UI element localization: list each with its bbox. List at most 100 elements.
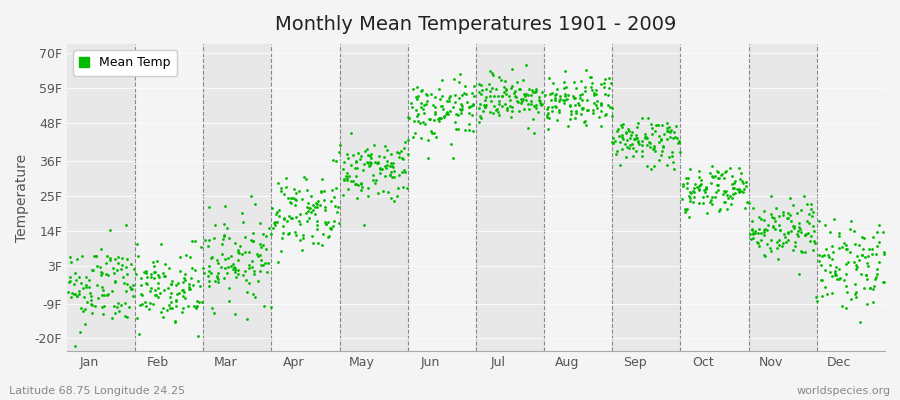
Point <box>114 302 129 308</box>
Point <box>171 280 185 286</box>
Point <box>383 194 398 201</box>
Point <box>500 91 514 97</box>
Point <box>587 92 601 98</box>
Point <box>142 306 157 312</box>
Point <box>526 129 541 136</box>
Point <box>168 319 183 325</box>
Point <box>518 92 532 99</box>
Point <box>441 98 455 104</box>
Point <box>242 249 256 255</box>
Point <box>640 142 654 148</box>
Point <box>295 234 310 241</box>
Point <box>264 231 278 237</box>
Point <box>709 182 724 188</box>
Point <box>137 269 151 275</box>
Point <box>587 90 601 96</box>
Point <box>855 251 869 258</box>
Bar <box>749 44 817 351</box>
Point <box>678 209 692 216</box>
Point <box>753 237 768 244</box>
Point <box>300 186 314 193</box>
Point <box>173 267 187 274</box>
Point <box>260 269 274 276</box>
Point <box>697 200 711 207</box>
Point <box>436 112 451 119</box>
Point <box>676 183 690 189</box>
Point <box>725 185 740 192</box>
Point <box>829 263 843 270</box>
Point <box>660 128 674 134</box>
Point <box>680 184 694 191</box>
Point <box>120 281 134 287</box>
Point <box>743 230 758 237</box>
Point <box>158 273 173 280</box>
Point <box>120 256 134 262</box>
Bar <box>612 44 680 351</box>
Bar <box>544 44 612 351</box>
Point <box>421 155 436 161</box>
Point <box>718 168 733 175</box>
Point <box>289 196 303 203</box>
Point <box>520 92 535 98</box>
Point <box>158 287 172 294</box>
Point <box>790 209 805 216</box>
Point <box>584 86 598 93</box>
Point <box>710 182 724 188</box>
Point <box>377 172 392 179</box>
Point <box>187 237 202 244</box>
Point <box>86 267 100 273</box>
Point <box>766 223 780 230</box>
Point <box>266 224 280 231</box>
Point <box>214 263 229 270</box>
Point <box>302 204 317 211</box>
Point <box>847 228 861 234</box>
Point <box>869 271 884 277</box>
Point <box>292 211 307 218</box>
Point <box>272 206 286 213</box>
Point <box>726 185 741 191</box>
Point <box>245 264 259 270</box>
Point <box>580 107 594 113</box>
Point <box>356 184 370 190</box>
Point <box>274 188 289 194</box>
Point <box>156 314 170 320</box>
Point <box>165 278 179 284</box>
Point <box>434 114 448 121</box>
Point <box>448 91 463 98</box>
Point <box>584 74 598 80</box>
Point <box>391 185 405 192</box>
Point <box>437 113 452 120</box>
Point <box>499 86 513 93</box>
Point <box>86 252 101 259</box>
Point <box>168 318 183 324</box>
Point <box>646 146 661 152</box>
Point <box>347 164 362 171</box>
Point <box>366 172 381 178</box>
Point <box>778 234 793 240</box>
Point <box>90 295 104 301</box>
Point <box>703 170 717 176</box>
Point <box>254 261 268 268</box>
Point <box>497 84 511 90</box>
Point <box>503 102 517 109</box>
Point <box>231 267 246 273</box>
Point <box>705 163 719 169</box>
Point <box>333 142 347 148</box>
Point <box>605 139 619 146</box>
Point <box>365 177 380 183</box>
Point <box>118 300 132 306</box>
Point <box>251 252 266 259</box>
Point <box>268 211 283 218</box>
Point <box>276 190 291 197</box>
Point <box>346 178 360 185</box>
Point <box>417 110 431 117</box>
Point <box>410 96 424 102</box>
Point <box>440 98 454 104</box>
Point <box>486 72 500 78</box>
Point <box>460 98 474 105</box>
Point <box>313 188 328 194</box>
Point <box>740 199 754 205</box>
Point <box>231 271 246 278</box>
Point <box>413 135 428 141</box>
Point <box>745 218 760 224</box>
